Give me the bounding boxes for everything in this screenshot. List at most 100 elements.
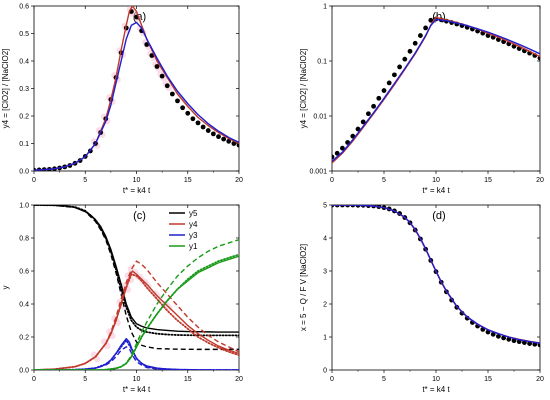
data-point bbox=[506, 336, 512, 342]
data-point bbox=[334, 150, 340, 156]
y-tick-label: 0.3 bbox=[19, 86, 29, 93]
data-point bbox=[402, 56, 408, 62]
panel-b: 0 5 10 15 20 0.001 0.01 0.1 1 t* = k4 t y4 = [ClO2… bbox=[299, 4, 544, 196]
x-tick-label: 0 bbox=[32, 376, 36, 383]
data-point bbox=[154, 64, 160, 69]
data-point bbox=[175, 98, 180, 104]
x-tick-label: 5 bbox=[83, 177, 87, 184]
data-point bbox=[386, 80, 392, 86]
y-tick-label: 1.0 bbox=[19, 203, 29, 210]
y-tick-label: 1 bbox=[323, 4, 327, 11]
x-tick-label: 10 bbox=[133, 376, 141, 383]
y-tick-label: 0.01 bbox=[313, 114, 327, 121]
x-axis-label: t* = k4 t bbox=[123, 385, 151, 394]
data-point bbox=[149, 53, 155, 58]
data-point bbox=[412, 40, 418, 46]
y-tick-label: 0.2 bbox=[19, 114, 29, 121]
y-tick-label: 0.0 bbox=[19, 368, 29, 375]
y-axis-label: x = 5 − Q / F V [NaClO2] bbox=[299, 244, 308, 331]
y-tick-label: 3 bbox=[323, 269, 327, 276]
data-point bbox=[428, 17, 434, 23]
data-point bbox=[332, 154, 335, 160]
y-tick-label: 0.4 bbox=[19, 59, 29, 66]
series-y4-dot-line bbox=[34, 273, 239, 370]
plot-frame bbox=[331, 204, 541, 371]
x-tick-label: 20 bbox=[235, 177, 243, 184]
series-y1-dash-line bbox=[34, 238, 239, 370]
data-point bbox=[360, 119, 366, 125]
data-point bbox=[221, 136, 227, 142]
x-tick-label: 20 bbox=[536, 376, 544, 383]
legend-label: y5 bbox=[189, 209, 198, 218]
data-point bbox=[366, 111, 371, 117]
data-point bbox=[511, 338, 517, 344]
series-y3-dot-line bbox=[34, 339, 239, 370]
legend-label: y4 bbox=[189, 220, 198, 229]
x-axis-label: t* = k4 t bbox=[422, 186, 450, 195]
panel-letter: (d) bbox=[432, 210, 445, 222]
x-axis-label: t* = k4 t bbox=[422, 385, 450, 394]
x-tick-label: 15 bbox=[484, 177, 492, 184]
series-0 bbox=[34, 9, 239, 171]
data-point bbox=[195, 120, 201, 126]
series-0 bbox=[332, 205, 540, 348]
data-point bbox=[418, 33, 423, 38]
series-y1-dot-line bbox=[34, 253, 239, 370]
y-tick-label: 0.0 bbox=[19, 169, 29, 176]
data-point bbox=[159, 73, 165, 79]
legend-label: y3 bbox=[189, 231, 198, 240]
data-point bbox=[340, 145, 345, 151]
y-tick-label: 1 bbox=[323, 335, 327, 342]
x-tick-label: 0 bbox=[32, 177, 36, 184]
series-2-line bbox=[332, 205, 540, 344]
x-tick-label: 20 bbox=[536, 177, 544, 184]
x-tick-label: 15 bbox=[184, 376, 192, 383]
panel-a: 0 5 10 15 20 0.0 0.1 0.2 0.3 0.4 0.5 0.6 t* = k4 t y4… bbox=[1, 4, 243, 196]
data-point bbox=[210, 131, 216, 137]
series-1-line bbox=[34, 6, 239, 171]
y-tick-label: 0.6 bbox=[19, 269, 29, 276]
x-tick-label: 0 bbox=[330, 376, 334, 383]
legend: y5 y4 y3 y1 bbox=[169, 209, 198, 251]
plot-area bbox=[34, 205, 239, 370]
x-tick-label: 15 bbox=[484, 376, 492, 383]
panel-c: 0 5 10 15 20 0.0 0.2 0.4 0.6 0.8 1.0 t* = k4 t y (c) y… bbox=[1, 203, 243, 395]
legend-label: y1 bbox=[189, 242, 198, 251]
data-point bbox=[216, 134, 221, 140]
series-0 bbox=[332, 16, 540, 160]
y-tick-label: 4 bbox=[323, 236, 327, 243]
y-tick-label: 0.6 bbox=[19, 4, 29, 11]
data-point bbox=[501, 335, 506, 341]
y-tick-label: 0.4 bbox=[19, 302, 29, 309]
x-tick-label: 10 bbox=[432, 376, 440, 383]
data-point bbox=[381, 88, 387, 93]
data-point bbox=[355, 126, 361, 132]
y-tick-label: 0.1 bbox=[317, 59, 327, 66]
panel-letter: (c) bbox=[133, 210, 146, 222]
series-y4-line bbox=[34, 270, 239, 370]
series-1-line bbox=[332, 16, 540, 164]
x-tick-label: 5 bbox=[382, 177, 386, 184]
data-point bbox=[490, 331, 496, 337]
data-point bbox=[496, 333, 501, 339]
x-tick-label: 10 bbox=[432, 177, 440, 184]
y-tick-label: 0.1 bbox=[19, 141, 29, 148]
x-axis-label: t* = k4 t bbox=[123, 186, 151, 195]
series-2-line bbox=[34, 21, 239, 171]
y-axis-label: y4 = [ClO2] / [NaClO2] bbox=[1, 49, 10, 129]
series-y5-line bbox=[34, 205, 239, 333]
data-point bbox=[180, 105, 186, 111]
data-point bbox=[169, 91, 175, 97]
y-tick-label: 0.2 bbox=[19, 335, 29, 342]
data-point bbox=[397, 64, 402, 70]
x-tick-label: 0 bbox=[330, 177, 334, 184]
y-tick-label: 0.5 bbox=[19, 31, 29, 38]
panel-d: 0 5 10 15 20 0 1 2 3 4 5 t* = k4 t x = 5 − Q / F V [… bbox=[299, 203, 544, 395]
plot-area bbox=[332, 205, 540, 348]
data-point bbox=[226, 138, 232, 144]
y-tick-label: 0.001 bbox=[309, 169, 327, 176]
data-point bbox=[371, 103, 376, 109]
data-point bbox=[423, 25, 428, 31]
data-point bbox=[190, 116, 196, 122]
